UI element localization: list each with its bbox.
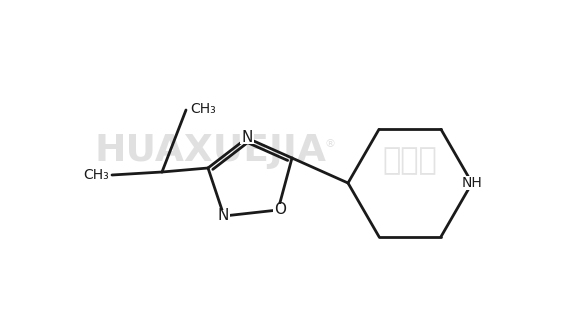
Bar — [273, 204, 287, 216]
Text: HUAXUEJIA: HUAXUEJIA — [94, 133, 326, 169]
Text: NH: NH — [462, 176, 482, 190]
Text: CH₃: CH₃ — [190, 102, 216, 116]
Bar — [240, 132, 254, 144]
Text: O: O — [274, 203, 286, 217]
Text: CH₃: CH₃ — [83, 168, 109, 182]
Text: 化学加: 化学加 — [383, 147, 437, 175]
Text: ®: ® — [325, 139, 335, 149]
Bar — [460, 176, 484, 190]
Text: N: N — [241, 131, 253, 145]
Bar — [216, 210, 230, 222]
Text: N: N — [217, 209, 229, 223]
